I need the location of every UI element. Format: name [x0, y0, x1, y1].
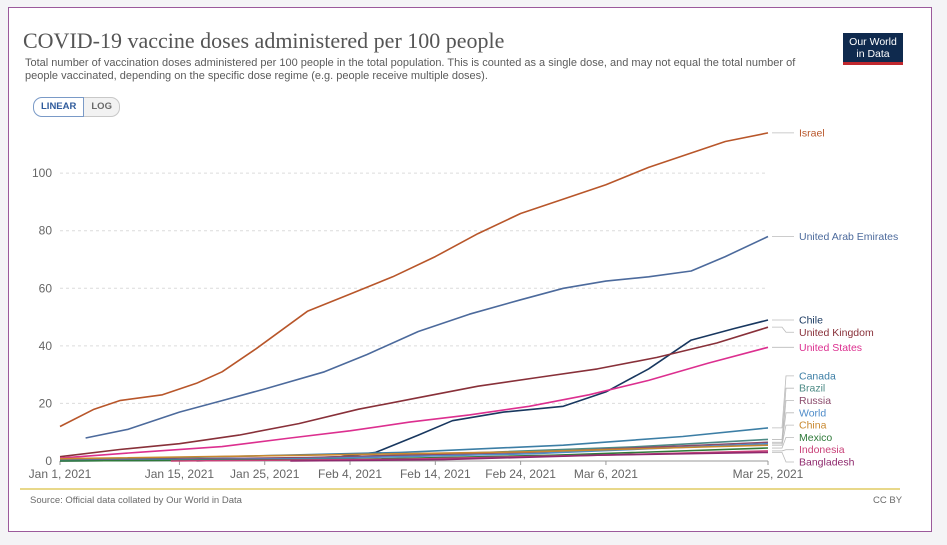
series-label[interactable]: Brazil: [799, 383, 825, 395]
scale-toggle: LINEAR LOG: [33, 97, 120, 117]
y-tick-label: 20: [39, 396, 53, 410]
logo-line-2: in Data: [856, 48, 890, 60]
series-label[interactable]: United States: [799, 342, 862, 354]
label-leader-line: [772, 375, 794, 429]
x-tick-label: Feb 4, 2021: [318, 467, 382, 481]
footer-divider: [20, 488, 900, 490]
chart-subtitle: Total number of vaccination doses admini…: [25, 57, 796, 82]
x-tick-label: Mar 6, 2021: [574, 467, 638, 481]
series-line-china: [59, 444, 769, 460]
series-label[interactable]: Canada: [799, 370, 836, 382]
y-tick-label: 80: [39, 224, 53, 238]
y-tick-label: 100: [32, 166, 52, 180]
series-label[interactable]: World: [799, 407, 826, 419]
series-label[interactable]: Russia: [799, 395, 831, 407]
series-line-chile: [59, 319, 769, 462]
y-tick-label: 0: [45, 454, 52, 468]
linear-button[interactable]: LINEAR: [33, 97, 85, 117]
y-tick-label: 40: [39, 339, 53, 353]
series-label[interactable]: United Arab Emirates: [799, 231, 898, 243]
x-tick-label: Jan 25, 2021: [230, 467, 300, 481]
label-leader-line: [772, 449, 794, 452]
x-tick-label: Jan 1, 2021: [29, 467, 92, 481]
series-line-israel: [59, 132, 769, 428]
label-leader-line: [772, 387, 794, 440]
series-label[interactable]: Bangladesh: [799, 457, 855, 469]
series-line-united-kingdom: [59, 326, 769, 458]
chart-card: [8, 7, 932, 532]
series-label[interactable]: Chile: [799, 314, 823, 326]
series-line-united-states: [59, 346, 769, 459]
logo-line-1: Our World: [849, 36, 897, 48]
license-link[interactable]: CC BY: [873, 495, 903, 506]
series-line-united-arab-emirates: [85, 235, 769, 439]
owid-logo[interactable]: Our World in Data: [843, 33, 903, 65]
series-label[interactable]: China: [799, 420, 827, 432]
x-tick-label: Feb 14, 2021: [400, 467, 471, 481]
label-leader-line: [772, 326, 794, 333]
series-label[interactable]: Israel: [799, 127, 825, 139]
series-label[interactable]: United Kingdom: [799, 327, 874, 339]
label-leader-line: [772, 437, 794, 449]
series-line-bangladesh: [290, 451, 769, 462]
x-tick-label: Feb 24, 2021: [485, 467, 556, 481]
label-leader-line: [772, 451, 794, 463]
x-tick-label: Jan 15, 2021: [145, 467, 215, 481]
x-tick-label: Mar 25, 2021: [733, 467, 804, 481]
chart-title: COVID-19 vaccine doses administered per …: [23, 28, 505, 53]
source-note: Source: Official data collated by Our Wo…: [30, 495, 242, 506]
y-tick-label: 60: [39, 281, 53, 295]
label-leader-line: [772, 400, 794, 443]
label-leader-line: [772, 412, 794, 445]
log-button[interactable]: LOG: [84, 97, 120, 117]
series-label[interactable]: Indonesia: [799, 444, 845, 456]
label-leader-line: [772, 424, 794, 446]
series-label[interactable]: Mexico: [799, 432, 832, 444]
